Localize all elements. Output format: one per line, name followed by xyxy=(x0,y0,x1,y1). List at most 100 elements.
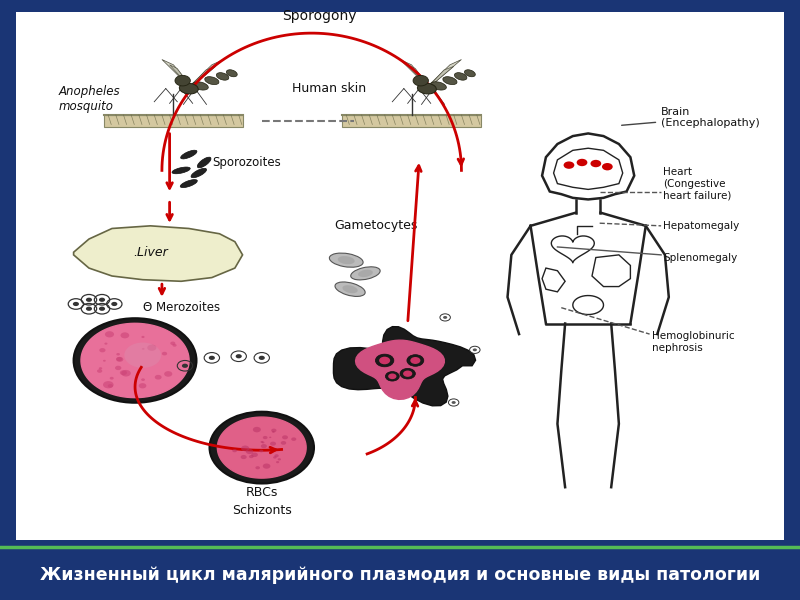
Circle shape xyxy=(142,336,145,338)
Circle shape xyxy=(108,384,113,388)
Circle shape xyxy=(170,341,175,345)
Circle shape xyxy=(262,442,265,443)
Circle shape xyxy=(232,449,237,452)
Circle shape xyxy=(271,428,277,432)
Circle shape xyxy=(99,307,105,311)
Circle shape xyxy=(386,371,399,381)
Text: Human skin: Human skin xyxy=(293,82,366,95)
Ellipse shape xyxy=(226,70,238,77)
Circle shape xyxy=(270,442,276,446)
Circle shape xyxy=(261,444,267,448)
Circle shape xyxy=(255,466,260,469)
Polygon shape xyxy=(81,323,189,398)
Circle shape xyxy=(182,364,188,368)
Ellipse shape xyxy=(335,282,365,296)
Text: Sporozoites: Sporozoites xyxy=(212,156,281,169)
Circle shape xyxy=(403,371,412,377)
Circle shape xyxy=(291,437,296,441)
Text: Θ Merozoites: Θ Merozoites xyxy=(142,301,220,314)
Circle shape xyxy=(162,352,167,355)
Polygon shape xyxy=(162,59,189,86)
Text: Sporogony: Sporogony xyxy=(282,8,357,23)
Circle shape xyxy=(577,159,587,166)
Circle shape xyxy=(121,332,130,338)
Ellipse shape xyxy=(330,253,363,267)
Circle shape xyxy=(259,449,263,452)
Circle shape xyxy=(173,344,177,347)
Circle shape xyxy=(379,356,390,364)
Circle shape xyxy=(282,435,288,439)
Ellipse shape xyxy=(198,157,211,168)
Circle shape xyxy=(115,366,122,370)
Circle shape xyxy=(98,367,102,370)
Polygon shape xyxy=(334,326,475,406)
Circle shape xyxy=(590,160,602,167)
Circle shape xyxy=(120,370,127,375)
Ellipse shape xyxy=(418,83,436,94)
Ellipse shape xyxy=(192,82,208,90)
Ellipse shape xyxy=(216,73,229,80)
Polygon shape xyxy=(193,59,223,86)
Polygon shape xyxy=(430,59,462,86)
Text: Heart
(Congestive
heart failure): Heart (Congestive heart failure) xyxy=(663,167,732,200)
Circle shape xyxy=(116,357,123,362)
Circle shape xyxy=(278,458,281,460)
Circle shape xyxy=(272,431,274,433)
Circle shape xyxy=(276,461,279,463)
Ellipse shape xyxy=(350,267,380,280)
Circle shape xyxy=(400,368,415,379)
Polygon shape xyxy=(408,65,427,86)
Circle shape xyxy=(122,370,131,377)
Polygon shape xyxy=(430,67,454,86)
Circle shape xyxy=(103,381,114,388)
Text: Gametocytes: Gametocytes xyxy=(334,220,418,232)
Circle shape xyxy=(281,441,286,445)
Text: RBCs: RBCs xyxy=(246,486,278,499)
Circle shape xyxy=(105,331,114,337)
Text: Splenomegaly: Splenomegaly xyxy=(663,253,738,263)
Polygon shape xyxy=(355,340,444,400)
Text: Жизненный цикл малярийного плазмодия и основные виды патологии: Жизненный цикл малярийного плазмодия и о… xyxy=(40,566,760,584)
Polygon shape xyxy=(74,226,242,281)
Circle shape xyxy=(251,452,258,457)
Ellipse shape xyxy=(172,167,190,174)
Circle shape xyxy=(104,343,107,344)
Circle shape xyxy=(210,412,314,484)
Ellipse shape xyxy=(180,179,198,188)
Ellipse shape xyxy=(205,77,219,85)
Circle shape xyxy=(269,437,271,438)
Circle shape xyxy=(74,318,197,403)
Circle shape xyxy=(249,455,254,458)
Circle shape xyxy=(388,373,397,379)
Circle shape xyxy=(110,377,114,380)
Circle shape xyxy=(262,463,270,469)
Circle shape xyxy=(274,454,278,457)
Ellipse shape xyxy=(454,73,467,80)
Circle shape xyxy=(443,316,447,319)
Circle shape xyxy=(86,307,92,311)
Text: .Liver: .Liver xyxy=(133,246,168,259)
Circle shape xyxy=(175,76,190,86)
Text: Brain
(Encephalopathy): Brain (Encephalopathy) xyxy=(622,107,760,128)
Circle shape xyxy=(99,298,105,302)
Text: Hemoglobinuric
nephrosis: Hemoglobinuric nephrosis xyxy=(652,331,734,353)
Polygon shape xyxy=(170,65,189,86)
Circle shape xyxy=(154,375,162,380)
Circle shape xyxy=(263,436,267,439)
Polygon shape xyxy=(193,67,216,86)
Circle shape xyxy=(261,441,263,443)
Circle shape xyxy=(141,379,145,381)
Circle shape xyxy=(473,349,477,351)
Circle shape xyxy=(410,357,421,364)
Text: Schizonts: Schizonts xyxy=(232,505,292,517)
Circle shape xyxy=(86,298,92,302)
FancyBboxPatch shape xyxy=(342,115,481,127)
Circle shape xyxy=(451,401,456,404)
Circle shape xyxy=(164,371,172,377)
Circle shape xyxy=(273,456,277,458)
Text: Hepatomegaly: Hepatomegaly xyxy=(663,221,740,231)
Circle shape xyxy=(138,383,146,388)
Ellipse shape xyxy=(342,285,358,293)
Circle shape xyxy=(142,348,145,350)
Circle shape xyxy=(209,356,215,360)
